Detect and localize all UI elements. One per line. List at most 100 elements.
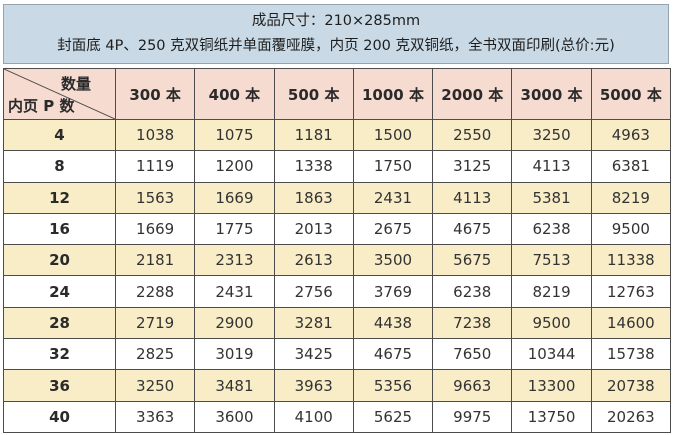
price-table-header: 数量 内页 P 数 300 本 400 本 500 本 1000 本 2000 …: [3, 68, 672, 120]
price-cell: 10344: [511, 338, 592, 371]
price-cell: 3600: [194, 400, 275, 433]
row-pages-label: 12: [3, 181, 116, 214]
price-cell: 2613: [273, 244, 354, 277]
table-row: 20 2181 2313 2613 3500 5675 7513 11338: [3, 244, 672, 277]
price-cell: 3425: [273, 338, 354, 371]
row-pages-label: 20: [3, 244, 116, 277]
price-cell: 3363: [114, 400, 196, 433]
price-cell: 14600: [590, 306, 672, 340]
price-cell: 2288: [114, 275, 196, 308]
price-cell: 1181: [273, 118, 354, 152]
price-cell: 3019: [194, 338, 275, 371]
price-cell: 6381: [590, 150, 672, 183]
price-cell: 6238: [511, 212, 592, 246]
price-table-body: 4 1038 1075 1181 1500 2550 3250 4963 8 1119 1200 13…: [3, 118, 672, 433]
price-cell: 2719: [114, 306, 196, 340]
column-header-500: 500 本: [273, 68, 354, 120]
price-cell: 1750: [352, 150, 434, 183]
price-cell: 4113: [432, 181, 513, 214]
price-cell: 4963: [590, 118, 672, 152]
price-cell: 20738: [590, 369, 672, 402]
finished-size-text: 成品尺寸：210×285mm: [251, 13, 421, 30]
price-cell: 3963: [273, 369, 354, 402]
price-cell: 2013: [273, 212, 354, 246]
table-row: 8 1119 1200 1338 1750 3125 4113 6381: [3, 150, 672, 183]
price-cell: 2756: [273, 275, 354, 308]
price-cell: 1338: [273, 150, 354, 183]
price-cell: 1038: [114, 118, 196, 152]
price-cell: 2900: [194, 306, 275, 340]
price-cell: 3281: [273, 306, 354, 340]
price-cell: 2313: [194, 244, 275, 277]
price-cell: 3500: [352, 244, 434, 277]
price-cell: 11338: [590, 244, 672, 277]
table-row: 28 2719 2900 3281 4438 7238 9500 14600: [3, 306, 672, 340]
price-cell: 2550: [432, 118, 513, 152]
price-cell: 9975: [432, 400, 513, 433]
price-cell: 2431: [194, 275, 275, 308]
price-cell: 1563: [114, 181, 196, 214]
price-cell: 3769: [352, 275, 434, 308]
column-header-3000: 3000 本: [511, 68, 592, 120]
price-cell: 12763: [590, 275, 672, 308]
row-pages-label: 28: [3, 306, 116, 340]
price-cell: 7238: [432, 306, 513, 340]
corner-pages-label: 内页 P 数: [8, 97, 75, 115]
price-cell: 4113: [511, 150, 592, 183]
price-cell: 1863: [273, 181, 354, 214]
price-cell: 1075: [194, 118, 275, 152]
diagonal-divider: [4, 69, 115, 119]
price-cell: 13750: [511, 400, 592, 433]
header-row: 数量 内页 P 数 300 本 400 本 500 本 1000 本 2000 …: [3, 68, 672, 120]
price-cell: 4675: [432, 212, 513, 246]
price-cell: 15738: [590, 338, 672, 371]
price-cell: 3250: [511, 118, 592, 152]
row-pages-label: 40: [3, 400, 116, 433]
price-cell: 6238: [432, 275, 513, 308]
price-cell: 7650: [432, 338, 513, 371]
column-header-2000: 2000 本: [432, 68, 513, 120]
row-pages-label: 32: [3, 338, 116, 371]
price-cell: 9663: [432, 369, 513, 402]
table-row: 32 2825 3019 3425 4675 7650 10344 15738: [3, 338, 672, 371]
price-cell: 9500: [590, 212, 672, 246]
price-cell: 1200: [194, 150, 275, 183]
price-cell: 8219: [590, 181, 672, 214]
table-row: 4 1038 1075 1181 1500 2550 3250 4963: [3, 118, 672, 152]
price-cell: 7513: [511, 244, 592, 277]
table-row: 24 2288 2431 2756 3769 6238 8219 12763: [3, 275, 672, 308]
column-header-400: 400 本: [194, 68, 275, 120]
price-cell: 2181: [114, 244, 196, 277]
price-cell: 4675: [352, 338, 434, 371]
price-cell: 1669: [194, 181, 275, 214]
price-cell: 1119: [114, 150, 196, 183]
column-header-1000: 1000 本: [352, 68, 434, 120]
price-cell: 5675: [432, 244, 513, 277]
price-cell: 4100: [273, 400, 354, 433]
row-pages-label: 8: [3, 150, 116, 183]
price-cell: 9500: [511, 306, 592, 340]
table-row: 12 1563 1669 1863 2431 4113 5381 8219: [3, 181, 672, 214]
price-cell: 3125: [432, 150, 513, 183]
table-row: 40 3363 3600 4100 5625 9975 13750 20263: [3, 400, 672, 433]
row-pages-label: 36: [3, 369, 116, 402]
price-cell: 2431: [352, 181, 434, 214]
row-pages-label: 24: [3, 275, 116, 308]
row-pages-label: 16: [3, 212, 116, 246]
price-cell: 5356: [352, 369, 434, 402]
price-cell: 5625: [352, 400, 434, 433]
price-cell: 1775: [194, 212, 275, 246]
table-row: 36 3250 3481 3963 5356 9663 13300 20738: [3, 369, 672, 402]
row-pages-label: 4: [3, 118, 116, 152]
price-table: 数量 内页 P 数 300 本 400 本 500 本 1000 本 2000 …: [3, 68, 672, 433]
column-header-300: 300 本: [114, 68, 196, 120]
title-banner: 成品尺寸：210×285mm 封面底 4P、250 克双铜纸并单面覆哑膜，内页 …: [3, 4, 669, 64]
price-cell: 4438: [352, 306, 434, 340]
price-cell: 1500: [352, 118, 434, 152]
price-cell: 2825: [114, 338, 196, 371]
price-cell: 3250: [114, 369, 196, 402]
price-cell: 5381: [511, 181, 592, 214]
column-header-5000: 5000 本: [590, 68, 672, 120]
price-cell: 13300: [511, 369, 592, 402]
